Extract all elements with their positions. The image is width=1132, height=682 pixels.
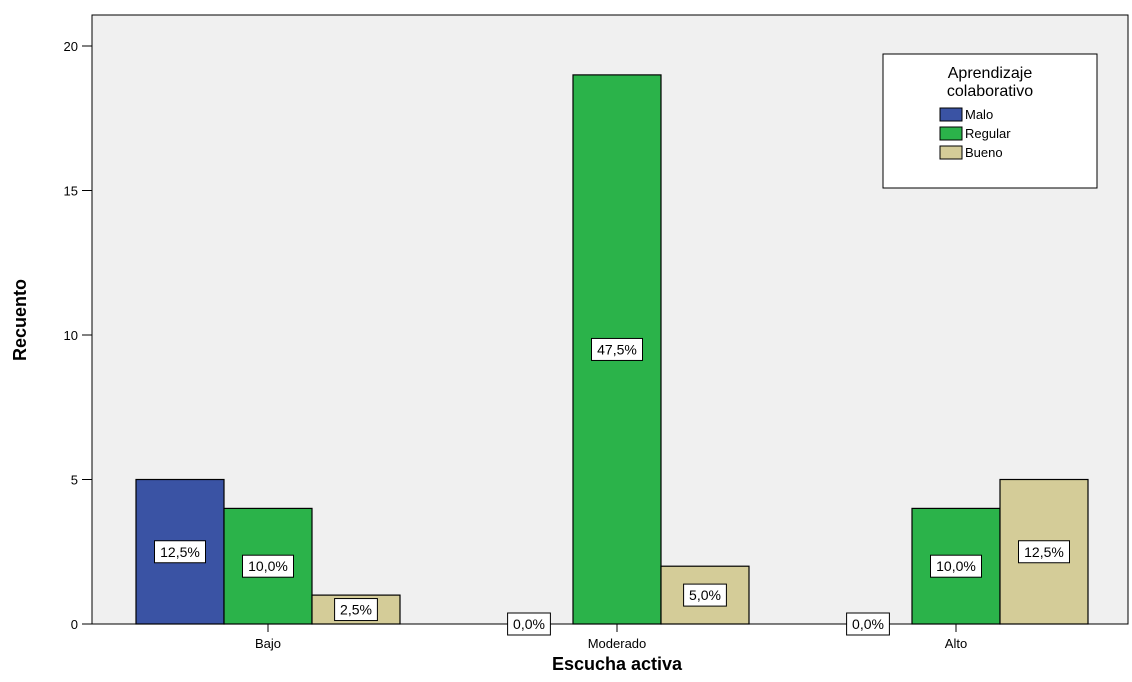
data-label-box bbox=[930, 554, 982, 578]
legend-title: Aprendizaje colaborativo bbox=[947, 65, 1033, 100]
data-label-text: 10,0% bbox=[936, 558, 976, 574]
legend-label: Malo bbox=[965, 107, 993, 122]
data-label-box bbox=[846, 612, 890, 636]
x-tick-label: Bajo bbox=[255, 636, 281, 651]
legend-items: Malo Regular Bueno bbox=[939, 107, 1011, 160]
data-label-box bbox=[683, 583, 727, 607]
legend-swatch bbox=[939, 107, 963, 122]
data-label: 47,5% bbox=[591, 337, 643, 361]
data-label-text: 12,5% bbox=[160, 544, 200, 560]
data-label-box bbox=[334, 598, 378, 622]
y-tick-label: 20 bbox=[64, 39, 78, 54]
x-tick-label: Moderado bbox=[588, 636, 647, 651]
data-label: 12,5% bbox=[1018, 540, 1070, 564]
y-tick-label: 10 bbox=[64, 328, 78, 343]
legend-item-regular: Regular bbox=[939, 126, 1011, 141]
data-label-box bbox=[154, 540, 206, 564]
data-label: 10,0% bbox=[242, 554, 294, 578]
x-axis: Bajo Moderado Alto bbox=[255, 624, 967, 651]
y-tick-label: 15 bbox=[64, 184, 78, 199]
legend-box bbox=[882, 53, 1098, 189]
data-label: 2,5% bbox=[334, 598, 378, 622]
legend-title-line: Aprendizaje bbox=[948, 65, 1033, 82]
legend-swatch bbox=[939, 145, 963, 160]
data-label-text: 47,5% bbox=[597, 341, 637, 357]
legend: Aprendizaje colaborativo Malo Regular Bueno bbox=[882, 53, 1098, 189]
y-axis: 0 5 10 15 20 bbox=[64, 39, 92, 632]
data-label-text: 12,5% bbox=[1024, 544, 1064, 560]
legend-item-malo: Malo bbox=[939, 107, 993, 122]
data-label: 12,5% bbox=[154, 540, 206, 564]
legend-title-line: colaborativo bbox=[947, 83, 1033, 100]
data-label-text: 5,0% bbox=[689, 587, 721, 603]
data-label: 0,0% bbox=[507, 612, 551, 636]
data-label: 0,0% bbox=[846, 612, 890, 636]
x-axis-title: Escucha activa bbox=[552, 654, 683, 674]
data-labels-group: 12,5% 10,0% 2,5% 0,0% 47,5% 5,0% 0,0% 10,0% 12,5… bbox=[154, 337, 1070, 636]
y-tick-label: 5 bbox=[71, 473, 78, 488]
y-axis-title: Recuento bbox=[10, 279, 30, 361]
data-label-box bbox=[242, 554, 294, 578]
data-label: 10,0% bbox=[930, 554, 982, 578]
x-tick-label: Alto bbox=[945, 636, 967, 651]
legend-swatch bbox=[939, 126, 963, 141]
data-label-text: 10,0% bbox=[248, 558, 288, 574]
data-label-text: 0,0% bbox=[852, 616, 884, 632]
legend-label: Bueno bbox=[965, 145, 1003, 160]
legend-item-bueno: Bueno bbox=[939, 145, 1003, 160]
data-label-box bbox=[507, 612, 551, 636]
legend-label: Regular bbox=[965, 126, 1011, 141]
data-label-box bbox=[591, 337, 643, 361]
data-label-text: 2,5% bbox=[340, 602, 372, 618]
data-label-text: 0,0% bbox=[513, 616, 545, 632]
data-label: 5,0% bbox=[683, 583, 727, 607]
data-label-box bbox=[1018, 540, 1070, 564]
y-tick-label: 0 bbox=[71, 617, 78, 632]
